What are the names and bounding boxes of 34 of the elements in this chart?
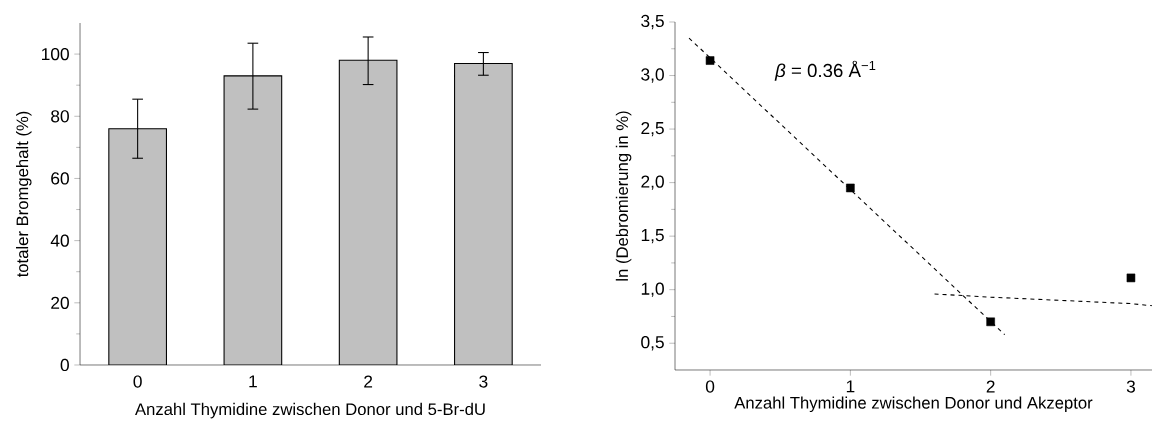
y-tick-label: 3,5 [641,14,664,30]
y-tick-label: 20 [51,296,69,310]
x-tick-label: 2 [986,380,995,393]
x-tick-label: 3 [1126,380,1136,393]
y-tick-label: 100 [42,48,69,61]
x-axis-title: Anzahl Thymidine zwischen Donor und 5-Br-dU [135,402,485,419]
x-axis-title: Anzahl Thymidine zwischen Donor und Akzeptor [734,396,1093,413]
y-tick-label: 0,5 [641,336,664,351]
bar [454,62,513,366]
x-tick-label: 1 [249,375,257,388]
x-tick-label: 2 [364,375,373,388]
x-tick-label: 3 [479,375,488,388]
y-tick-label: 1,5 [641,229,664,244]
y-tick-label: 2,5 [641,121,664,137]
x-tick-label: 0 [133,375,142,388]
y-tick-label: 2,0 [641,175,664,190]
y-tick-label: 0 [60,358,69,372]
bar [223,75,283,366]
bar [338,59,398,366]
y-tick-label: 40 [50,234,69,247]
point [705,56,715,65]
point [846,183,855,193]
annotation: β = 0.36 Å$^{−1}$ [774,60,876,81]
y-tick-label: 60 [51,172,69,185]
y-axis-title: ln (Debromierung in %) [615,111,632,281]
bar [108,128,167,366]
y-axis-title: totaler Bromgehalt (%) [16,111,32,278]
y-tick-label: 80 [51,110,69,123]
y-tick-label: 3,0 [641,68,664,83]
point [1126,273,1136,283]
x-tick-label: 1 [846,380,855,393]
x-tick-label: 0 [705,380,715,393]
point [986,317,995,327]
y-tick-label: 1,0 [641,282,664,297]
